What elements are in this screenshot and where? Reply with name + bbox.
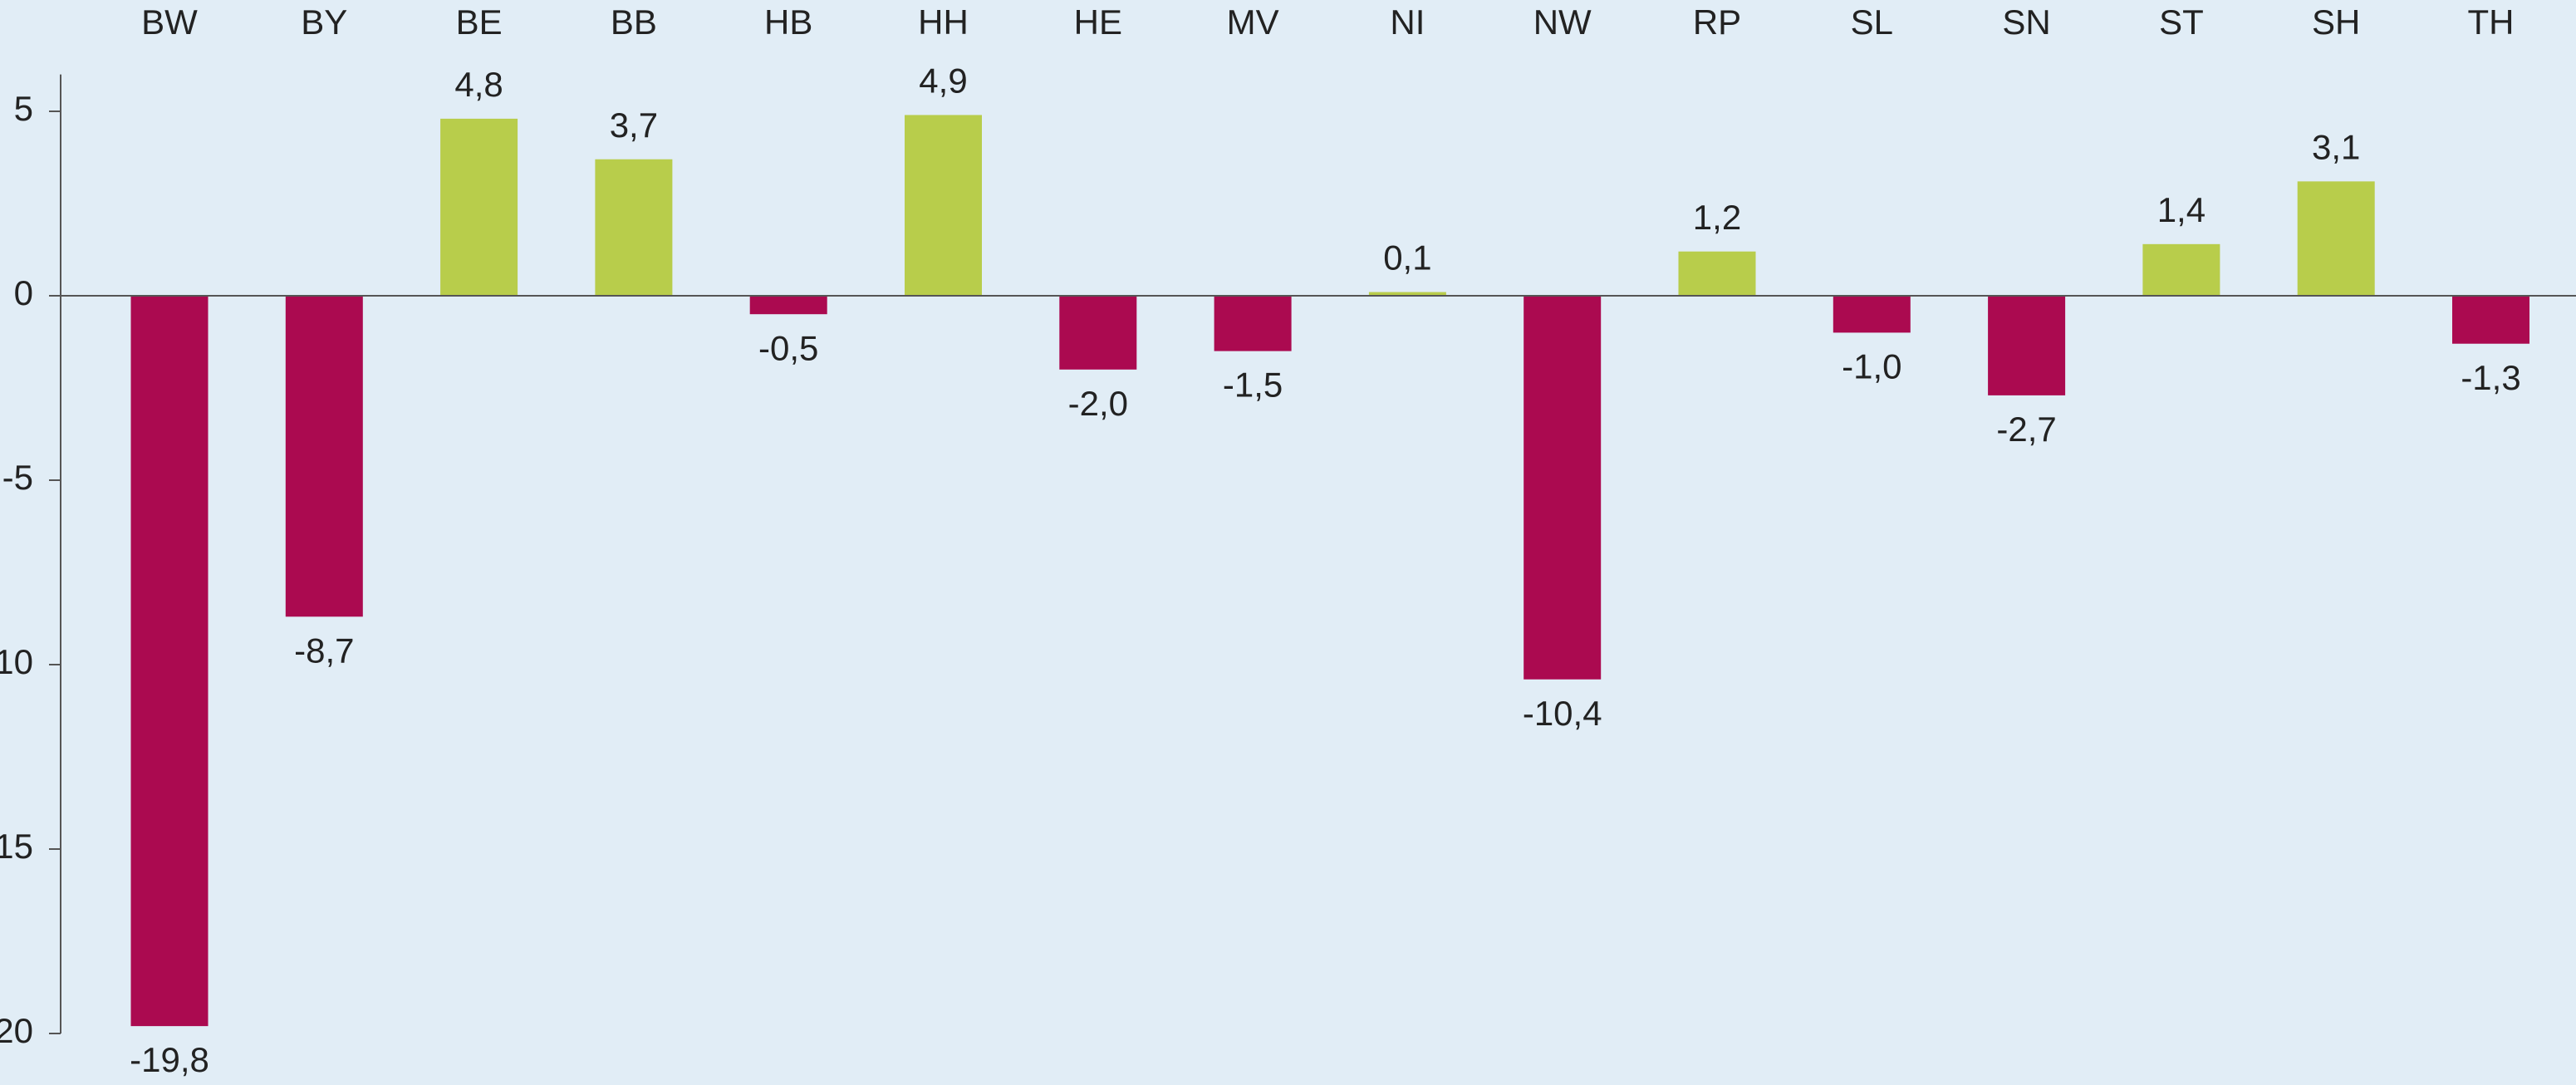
value-label: -8,7 bbox=[294, 631, 354, 670]
category-label: TH bbox=[2468, 2, 2515, 42]
bar bbox=[130, 296, 209, 1027]
category-label: BW bbox=[141, 2, 198, 42]
value-label: -1,0 bbox=[1842, 346, 1901, 385]
bar bbox=[1833, 296, 1911, 333]
value-label: 3,7 bbox=[610, 106, 658, 145]
y-tick-label: 5 bbox=[14, 89, 33, 128]
bar bbox=[1059, 296, 1137, 370]
bar bbox=[440, 118, 518, 296]
value-label: -2,7 bbox=[1996, 410, 2056, 449]
value-label: -0,5 bbox=[758, 328, 818, 367]
category-label: BY bbox=[301, 2, 347, 42]
bar bbox=[905, 115, 982, 296]
category-label: ST bbox=[2159, 2, 2204, 42]
bar bbox=[749, 296, 827, 315]
category-label: SN bbox=[2002, 2, 2050, 42]
value-label: 4,9 bbox=[919, 61, 967, 101]
y-tick-label: -5 bbox=[2, 458, 33, 497]
category-label: HE bbox=[1074, 2, 1122, 42]
category-label: MV bbox=[1227, 2, 1279, 42]
value-label: -10,4 bbox=[1523, 694, 1602, 733]
category-label: NW bbox=[1533, 2, 1592, 42]
bar bbox=[1368, 292, 1446, 296]
bar bbox=[1524, 296, 1602, 680]
y-tick-label: -10 bbox=[0, 642, 33, 681]
category-label: RP bbox=[1693, 2, 1741, 42]
category-label: SH bbox=[2312, 2, 2360, 42]
category-label: BE bbox=[456, 2, 503, 42]
value-label: 3,1 bbox=[2312, 127, 2360, 166]
bar bbox=[1678, 251, 1756, 296]
bar bbox=[1988, 296, 2066, 395]
category-label: BB bbox=[611, 2, 657, 42]
bar bbox=[595, 159, 673, 296]
bar bbox=[2297, 181, 2375, 296]
value-label: 1,4 bbox=[2157, 190, 2206, 229]
value-label: 4,8 bbox=[454, 65, 503, 104]
value-label: -19,8 bbox=[130, 1040, 209, 1079]
y-tick-label: -15 bbox=[0, 827, 33, 866]
value-label: -2,0 bbox=[1068, 384, 1128, 423]
category-label: HB bbox=[764, 2, 812, 42]
value-label: -1,3 bbox=[2461, 358, 2520, 397]
category-label: HH bbox=[918, 2, 969, 42]
bar bbox=[2452, 296, 2529, 344]
value-label: 0,1 bbox=[1383, 238, 1431, 277]
bar bbox=[2142, 243, 2220, 296]
category-label: SL bbox=[1851, 2, 1893, 42]
y-tick-label: -20 bbox=[0, 1011, 33, 1050]
value-label: 1,2 bbox=[1693, 198, 1741, 237]
bar bbox=[1214, 296, 1292, 351]
value-label: -1,5 bbox=[1223, 366, 1283, 405]
category-label: NI bbox=[1390, 2, 1425, 42]
bar bbox=[285, 296, 363, 617]
y-tick-label: 0 bbox=[14, 273, 33, 312]
